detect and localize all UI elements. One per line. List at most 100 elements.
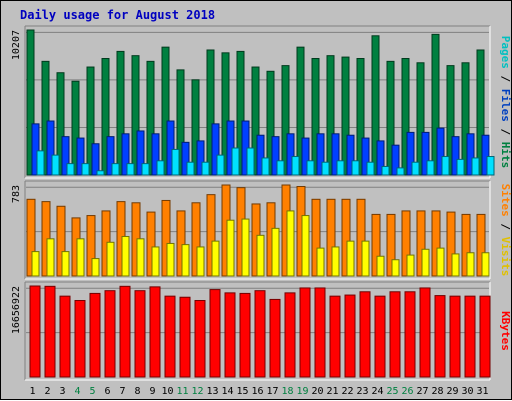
visits-visits-bar [431,210,441,277]
day-label: 7 [119,386,125,397]
hits-pages-bar [306,160,315,176]
hits-files-bar [151,133,160,176]
visits-sites-bar [31,251,40,277]
kbytes-kbytes-bar [419,287,431,378]
visits-sites-bar [106,241,115,277]
visits-sites-bar [466,252,475,277]
kbytes-kbytes-bar [299,287,311,378]
hits-pages-bar [246,147,255,176]
visits-visits-bar [386,213,396,277]
visits-sites-bar [166,242,175,277]
visits-sites-bar [211,240,220,277]
hits-pages-bar [381,165,390,176]
kbytes-kbytes-bar [284,292,296,378]
hits-pages-bar [441,156,450,176]
hits-hits-bar [56,72,65,176]
kbytes-side-label: KBytes [499,311,512,351]
visits-sites-bar [331,246,340,277]
hits-files-bar [331,133,340,176]
visits-sites-bar [226,219,235,277]
hits-files-bar [76,137,85,176]
hits-hits-bar [191,79,200,176]
day-label: 5 [89,386,95,397]
hits-files-bar [421,131,430,176]
day-label: 15 [236,386,248,397]
day-label: 23 [356,386,368,397]
hits-pages-bar [366,161,375,176]
kbytes-kbytes-bar [359,291,371,378]
hits-hits-bar [356,58,365,176]
hits-hits-bar [386,60,395,176]
visits-sites-bar [136,238,145,277]
chart-title: Daily usage for August 2018 [20,8,215,22]
kbytes-kbytes-bar [269,298,281,378]
hits-files-bar [211,123,220,176]
hits-hits-bar [476,49,485,176]
hits-pages-bar [156,160,165,176]
visits-visits-bar [446,211,456,277]
hits-pages-bar [426,160,435,176]
visits-sites-bar [196,246,205,277]
hits-hits-bar [101,58,110,176]
kbytes-kbytes-bar [44,285,56,378]
day-label: 6 [104,386,110,397]
visits-visits-bar [176,210,186,277]
hits-hits-bar [266,70,275,176]
visits-sites-bar [151,246,160,277]
side-label-part: Pages [499,36,512,69]
hits-files-bar [121,133,130,176]
day-label: 20 [311,386,323,397]
day-label: 24 [371,386,383,397]
day-label: 12 [191,386,203,397]
hits-hits-bar [401,58,410,176]
hits-files-bar [46,120,55,176]
hits-pages-bar [486,156,495,176]
hits-hits-bar [446,65,455,176]
kbytes-kbytes-bar [74,300,86,378]
hits-pages-bar [141,163,150,176]
visits-visits-bar [26,198,36,277]
side-label-part: Sites [499,184,512,217]
visits-sites-bar [316,247,325,277]
day-label: 18 [281,386,293,397]
hits-pages-bar [471,157,480,176]
hits-pages-bar [201,161,210,176]
kbytes-kbytes-bar [149,286,161,378]
visits-sites-bar [406,254,415,277]
visits-visits-bar [161,199,171,277]
visits-sites-bar [181,244,190,277]
hits-files-bar [346,134,355,176]
day-label: 13 [206,386,218,397]
visits-sites-bar [46,238,55,277]
hits-pages-bar [396,167,405,176]
kbytes-kbytes-bar [239,292,251,378]
hits-pages-bar [66,163,75,176]
hits-hits-bar [431,33,440,176]
hits-files-bar [256,134,265,176]
kbytes-kbytes-bar [254,290,266,378]
kbytes-kbytes-bar [344,294,356,378]
side-label-part: Visits [499,237,512,277]
hits-pages-bar [411,161,420,176]
kbytes-kbytes-bar [164,295,176,378]
visits-visits-bar [146,211,156,277]
kbytes-kbytes-bar [314,287,326,378]
day-label: 3 [59,386,65,397]
visits-sites-bar [481,252,490,277]
hits-files-bar [31,123,40,176]
day-label: 9 [149,386,155,397]
visits-visits-bar [371,213,381,277]
visits-visits-bar [206,194,216,277]
hits-hits-bar [311,58,320,176]
hits-files-bar [391,144,400,176]
kbytes-kbytes-bar [479,295,491,378]
visits-visits-bar [311,198,321,277]
hits-files-bar [376,140,385,176]
hits-pages-bar [51,154,60,176]
hits-hits-bar [251,66,260,176]
day-label: 10 [161,386,173,397]
visits-visits-bar [56,205,66,277]
visits-visits-bar [191,202,201,277]
